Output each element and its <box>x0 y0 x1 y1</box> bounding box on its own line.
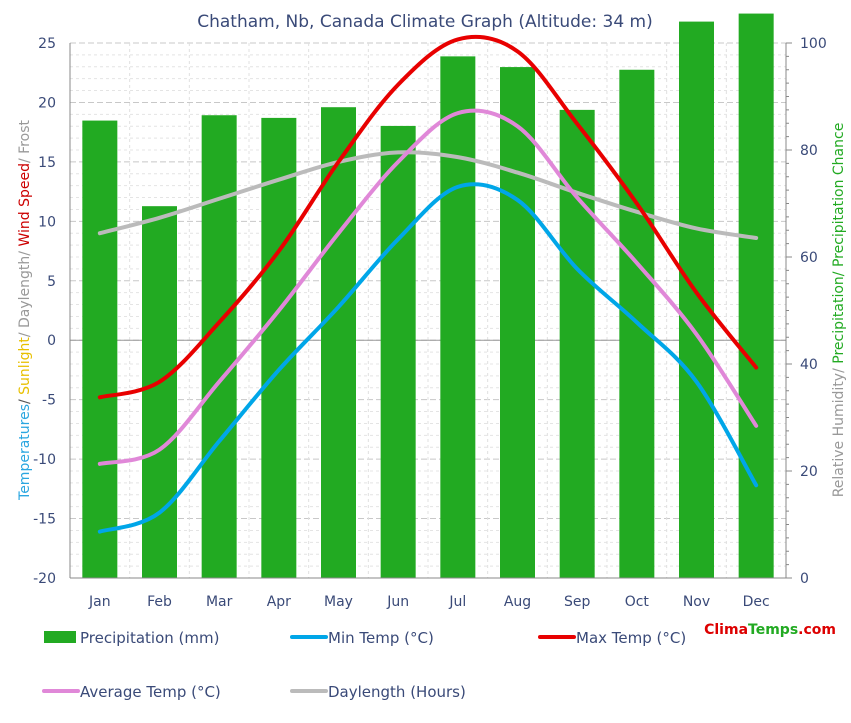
brand-logo[interactable]: ClimaTemps.com <box>704 622 836 638</box>
series-line-max-temp-c <box>97 34 759 400</box>
brand-part-com: .com <box>798 622 836 638</box>
right-tick-label: 0 <box>800 571 809 587</box>
precipitation-bar <box>261 117 297 579</box>
line-layer <box>97 34 759 534</box>
bar-layer <box>82 13 774 579</box>
precipitation-bar <box>500 67 535 578</box>
legend-swatch-bar <box>44 631 76 643</box>
legend-label: Min Temp (°C) <box>328 629 434 647</box>
precipitation-bar <box>380 125 416 579</box>
precipitation-bar <box>142 206 177 579</box>
chart-title: Chatham, Nb, Canada Climate Graph (Altit… <box>197 12 653 32</box>
month-tick-label: Nov <box>683 594 710 610</box>
month-tick-label: Jul <box>448 594 466 610</box>
month-tick-label: May <box>324 594 353 610</box>
axis-label-part: / Frost <box>17 120 33 164</box>
left-tick-label: -10 <box>33 452 56 468</box>
legend-label: Max Temp (°C) <box>576 629 686 647</box>
month-tick-label: Aug <box>504 594 531 610</box>
axis-label-part: / <box>17 395 33 404</box>
axis-label-part: Sunlight <box>17 337 33 395</box>
precipitation-bar <box>82 120 118 578</box>
precipitation-bar <box>440 56 476 578</box>
right-tick-label: 60 <box>800 250 818 266</box>
axis-label-part: Temperatures <box>17 404 33 501</box>
month-tick-label: Mar <box>206 594 233 610</box>
left-tick-label: -20 <box>33 571 56 587</box>
precipitation-bar <box>201 115 237 578</box>
brand-part-temps: Temps <box>748 622 798 638</box>
axis-label-part: Relative Humidity/ <box>831 364 847 498</box>
right-tick-label: 80 <box>800 143 818 159</box>
right-axis-label: Relative Humidity/ Precipitation/ Precip… <box>831 123 847 498</box>
legend-label: Average Temp (°C) <box>80 683 221 701</box>
left-tick-label: 15 <box>38 155 56 171</box>
month-tick-label: Sep <box>564 594 591 610</box>
left-tick-label: 5 <box>47 274 56 290</box>
right-tick-label: 100 <box>800 36 827 52</box>
precipitation-bar <box>321 107 356 578</box>
precipitation-bar <box>738 13 774 578</box>
month-tick-label: Oct <box>625 594 650 610</box>
month-tick-label: Jan <box>88 594 111 610</box>
month-tick-label: Feb <box>147 594 172 610</box>
left-tick-label: -15 <box>33 512 56 528</box>
right-tick-label: 40 <box>800 357 818 373</box>
left-tick-label: 0 <box>47 333 56 349</box>
legend-label: Daylength (Hours) <box>328 683 466 701</box>
legend: Precipitation (mm) Min Temp (°C) Max Temp … <box>42 629 686 701</box>
brand-part-clima: Clima <box>704 622 748 638</box>
left-tick-label: 10 <box>38 214 56 230</box>
axis-label-part: Precipitation/ Precipitation Chance <box>831 123 847 364</box>
month-tick-label: Jun <box>386 594 409 610</box>
left-axis-label: Temperatures/ Sunlight/ Daylength/ Wind … <box>17 120 33 501</box>
series-line-average-temp-c <box>97 108 759 466</box>
axis-layer: -20 -15 -10 -5 0 5 10 15 20 25 0 20 40 60 80 100 Jan Feb M… <box>33 36 827 610</box>
precipitation-bar <box>679 21 714 579</box>
left-tick-label: 25 <box>38 36 56 52</box>
legend-label: Precipitation (mm) <box>80 629 219 647</box>
right-tick-label: 20 <box>800 464 818 480</box>
series-line-min-temp-c <box>97 182 759 534</box>
axis-label-part: / Daylength/ <box>17 247 33 338</box>
axis-label-part: Wind Speed <box>17 163 33 247</box>
month-tick-label: Apr <box>267 594 291 610</box>
left-tick-label: 20 <box>38 95 56 111</box>
left-tick-label: -5 <box>42 393 56 409</box>
month-tick-label: Dec <box>743 594 770 610</box>
